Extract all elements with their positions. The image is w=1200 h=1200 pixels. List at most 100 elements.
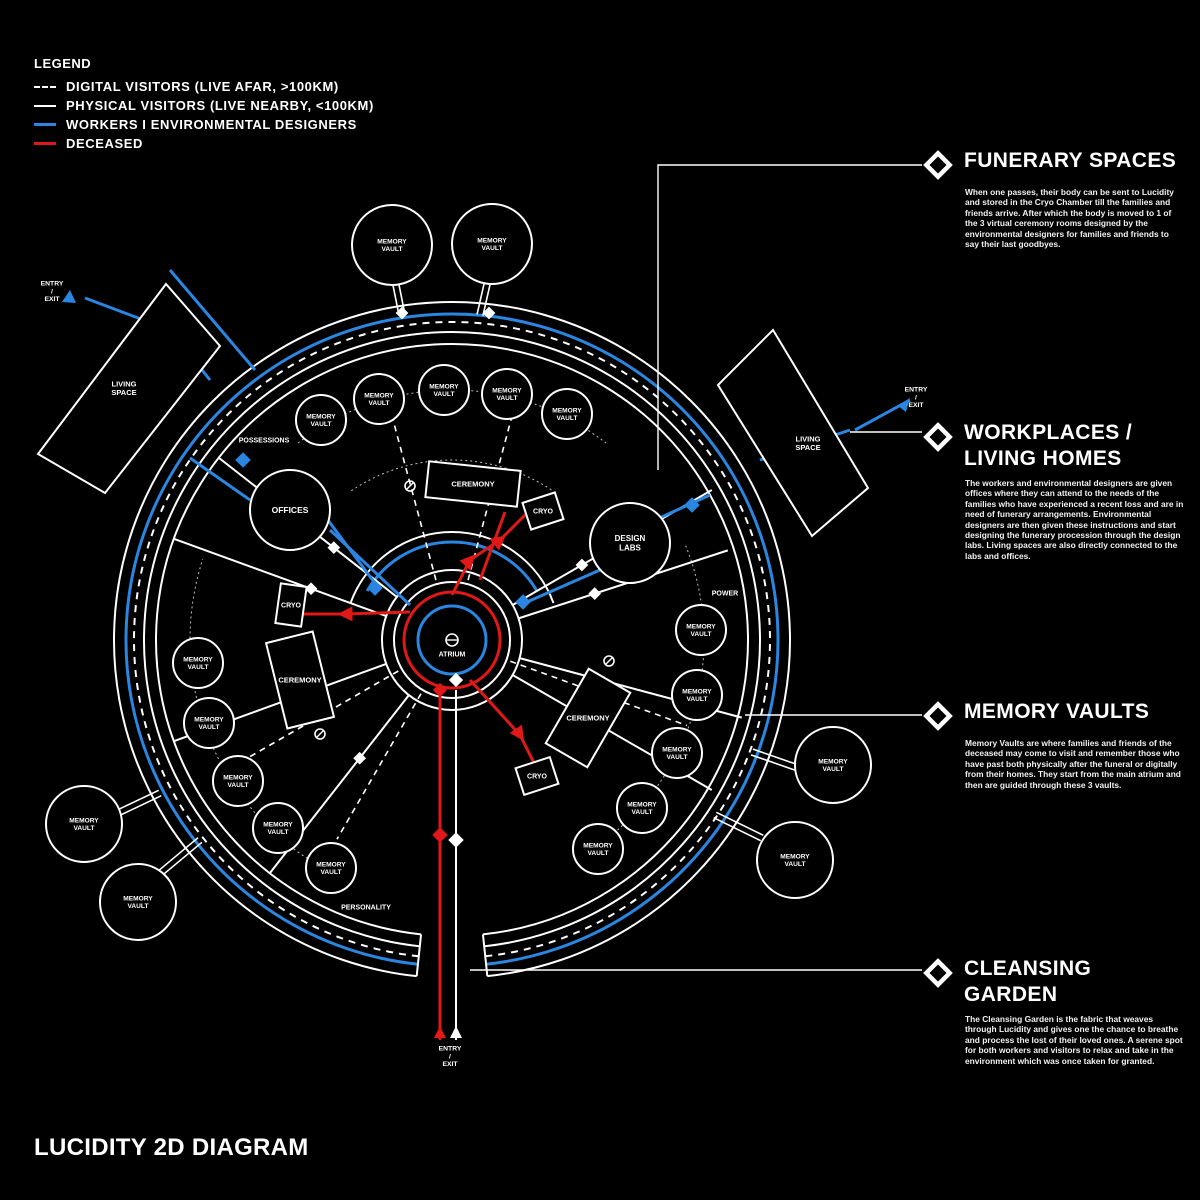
possessions-label: POSSESSIONS	[239, 437, 290, 444]
deceased-path	[468, 678, 537, 766]
legend-item-workers: WORKERS I ENVIRONMENTAL DESIGNERS	[34, 115, 374, 134]
personality-label: PERSONALITY	[341, 904, 391, 911]
junction-diamond	[448, 832, 464, 848]
memory-vault-inner-label: MEMORY VAULT	[429, 384, 459, 399]
memory-vault-outer	[756, 821, 834, 899]
cryo-left	[274, 582, 308, 628]
memory-vault-outer-label: MEMORY VAULT	[377, 239, 407, 254]
ceremony-room-top-label: CEREMONY	[451, 480, 494, 489]
worker-junction-diamond	[235, 452, 251, 468]
legend: LEGEND DIGITAL VISITORS (LIVE AFAR, >100…	[34, 56, 374, 153]
deceased-path	[450, 508, 532, 596]
panel-cleansing-garden: CLEANSING GARDEN The Cleansing Garden is…	[922, 956, 1184, 1066]
vault-connector	[476, 279, 486, 315]
panel-memory-vaults: MEMORY VAULTS Memory Vaults are where fa…	[922, 699, 1184, 790]
panel-workplaces-living-homes: WORKPLACES / LIVING HOMES The workers an…	[922, 420, 1184, 561]
memory-vault-inner-label: MEMORY VAULT	[662, 747, 692, 762]
junction-diamond	[304, 582, 318, 596]
memory-vault-outer	[451, 203, 533, 285]
power-label: POWER	[712, 590, 738, 597]
worker-link	[654, 493, 711, 522]
legend-label: DECEASED	[66, 136, 144, 151]
red-line-swatch	[34, 142, 56, 145]
panel-title: MEMORY VAULTS	[964, 700, 1150, 723]
memory-vault-inner-label: MEMORY VAULT	[627, 802, 657, 817]
legend-label: DIGITAL VISITORS (LIVE AFAR, >100KM)	[66, 79, 339, 94]
junction-diamond	[327, 541, 341, 555]
legend-label: WORKERS I ENVIRONMENTAL DESIGNERS	[66, 117, 357, 132]
junction-diamond	[353, 751, 367, 765]
memory-vault-inner-label: MEMORY VAULT	[194, 717, 224, 732]
visitor-spoke	[518, 549, 729, 620]
entry-arrow-blue	[898, 398, 910, 412]
ceremony-room-right-label: CEREMONY	[566, 714, 609, 723]
junction-diamond	[588, 587, 602, 601]
legend-item-physical-visitors: PHYSICAL VISITORS (LIVE NEARBY, <100KM)	[34, 96, 374, 115]
ceremony-room-left	[264, 630, 336, 730]
vault-zone-outline	[351, 459, 553, 492]
ring-end-cap	[415, 934, 423, 977]
waypoint-marker	[314, 728, 326, 740]
memory-vault-outer	[45, 785, 123, 863]
cryo-right	[514, 755, 560, 797]
memory-vault-outer-label: MEMORY VAULT	[69, 818, 99, 833]
legend-title: LEGEND	[34, 56, 92, 71]
memory-vault-inner	[183, 697, 235, 749]
worker-junction-diamond	[367, 580, 383, 596]
memory-vault-inner	[295, 394, 347, 446]
vault-connector	[750, 754, 798, 772]
entry-exit-label: ENTRY / EXIT	[905, 387, 928, 410]
worker-link	[328, 528, 412, 607]
vault-connector	[713, 816, 762, 842]
offices-node	[249, 469, 331, 551]
garden-ring	[133, 321, 771, 958]
diamond-ring-icon	[923, 422, 953, 452]
panel-description: The workers and environmental designers …	[965, 478, 1184, 561]
memory-vault-inner-label: MEMORY VAULT	[552, 408, 582, 423]
visitor-arrow	[450, 1026, 462, 1038]
cryo-left-label: CRYO	[281, 602, 302, 609]
memory-vault-inner-label: MEMORY VAULT	[364, 393, 394, 408]
deceased-path	[478, 511, 507, 581]
memory-vault-inner	[481, 368, 533, 420]
memory-vault-outer-label: MEMORY VAULT	[818, 759, 848, 774]
memory-vault-inner-label: MEMORY VAULT	[492, 388, 522, 403]
design-labs-node-label: DESIGN LABS	[615, 534, 646, 552]
deceased-junction-diamond	[432, 682, 448, 698]
vault-connector	[391, 280, 400, 316]
dashed-line-swatch	[34, 85, 56, 88]
worker-link	[168, 269, 257, 371]
panel-description: Memory Vaults are where families and fri…	[965, 738, 1181, 790]
diamond-ring-icon	[923, 958, 953, 988]
worker-link	[189, 456, 251, 502]
vault-connector	[752, 748, 800, 766]
memory-vault-inner	[305, 842, 357, 894]
worker-link	[519, 568, 601, 607]
memory-vault-inner-label: MEMORY VAULT	[316, 862, 346, 877]
atrium-ring	[393, 581, 511, 699]
cryo-top-label: CRYO	[533, 508, 554, 515]
garden-ring	[113, 300, 791, 978]
memory-vault-inner-label: MEMORY VAULT	[686, 624, 716, 639]
memory-vault-inner-label: MEMORY VAULT	[183, 657, 213, 672]
living-space-left	[36, 282, 222, 495]
memory-vault-inner	[212, 755, 264, 807]
memory-vault-inner	[172, 637, 224, 689]
ceremony-room-left-label: CEREMONY	[278, 676, 321, 685]
memory-vault-inner-label: MEMORY VAULT	[682, 689, 712, 704]
vault-connector	[120, 794, 162, 816]
living-space-right	[716, 328, 870, 538]
atrium-outer-ring	[381, 569, 523, 711]
panel-description: The Cleansing Garden is the fabric that …	[965, 1014, 1183, 1066]
ring-end-cap	[481, 934, 489, 977]
memory-vault-outer	[351, 204, 433, 286]
entry-arrow-blue	[62, 290, 76, 303]
workers-ring	[416, 604, 488, 676]
waypoint-marker	[404, 480, 416, 492]
ceremony-room-top	[424, 460, 522, 508]
vault-connector	[118, 789, 160, 811]
junction-diamond	[575, 558, 589, 572]
memory-vault-inner	[541, 388, 593, 440]
waypoint-marker	[603, 655, 615, 667]
